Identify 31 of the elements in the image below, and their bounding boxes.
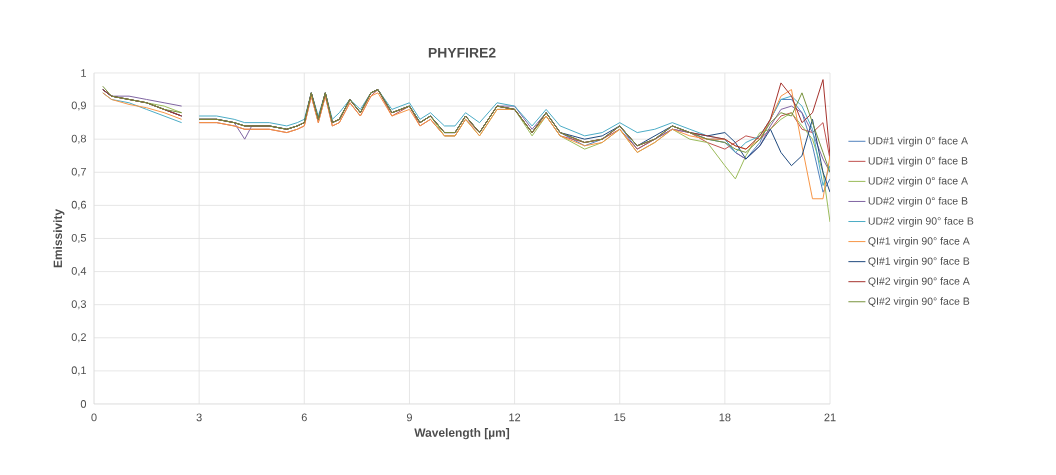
- x-tick-label: 3: [196, 413, 202, 422]
- y-tick-label: 0,2: [71, 333, 86, 343]
- y-tick-label: 0: [80, 400, 87, 408]
- y-axis-title: Emissivity: [53, 208, 65, 268]
- y-tick-label: 0,1: [71, 366, 86, 376]
- x-tick-label: 12: [509, 413, 521, 422]
- y-tick-label: 0,8: [71, 134, 87, 144]
- x-tick-label: 15: [614, 413, 626, 422]
- x-tick-label: 18: [719, 413, 731, 422]
- legend-label: UD#2 virgin 0° face B: [868, 196, 968, 207]
- x-tick-label: 21: [824, 413, 836, 422]
- x-tick-label: 9: [406, 413, 412, 422]
- legend-label: QI#1 virgin 90° face B: [868, 257, 970, 267]
- x-axis-title: Wavelength [µm]: [414, 428, 510, 440]
- legend-label: UD#2 virgin 0° face A: [868, 176, 968, 187]
- x-tick-label: 0: [91, 413, 97, 422]
- y-tick-label: 0,5: [71, 233, 87, 244]
- y-tick-label: 0,6: [71, 200, 87, 210]
- legend-label: QI#2 virgin 90° face A: [868, 277, 970, 287]
- y-tick-label: 0,3: [71, 300, 87, 310]
- legend-label: QI#1 virgin 90° face A: [868, 237, 970, 247]
- y-tick-label: 1: [81, 69, 86, 77]
- chart-title: PHYFIRE2: [428, 47, 496, 58]
- y-tick-label: 0,4: [71, 267, 87, 277]
- y-tick-label: 0,7: [71, 167, 86, 177]
- y-tick-label: 0,9: [71, 101, 86, 111]
- legend-label: UD#2 virgin 90° face B: [868, 216, 974, 227]
- x-tick-label: 6: [301, 413, 307, 422]
- legend-label: UD#1 virgin 0° face A: [868, 136, 968, 147]
- legend-label: QI#2 virgin 90° face B: [868, 297, 970, 307]
- legend-label: UD#1 virgin 0° face B: [868, 156, 968, 167]
